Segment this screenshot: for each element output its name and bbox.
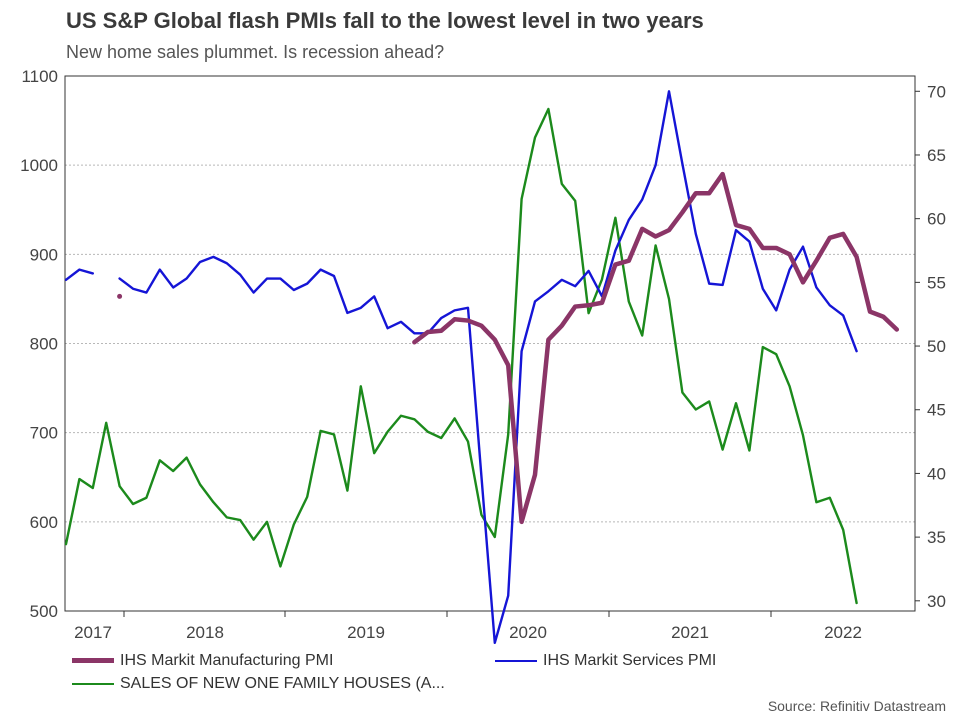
legend-swatch-manufacturing	[72, 658, 114, 664]
right-tick-label: 70	[927, 82, 946, 101]
x-tick-label: 2019	[347, 623, 385, 642]
right-tick-label: 30	[927, 592, 946, 611]
legend-label-manufacturing: IHS Markit Manufacturing PMI	[120, 652, 334, 669]
left-tick-label: 1000	[20, 156, 58, 175]
left-tick-label: 1100	[21, 67, 58, 86]
right-axis: 70 65 60 55 50 45 40 35 30	[915, 82, 946, 611]
left-tick-label: 500	[30, 602, 58, 621]
legend-item-new-home-sales: SALES OF NEW ONE FAMILY HOUSES (A...	[72, 675, 445, 693]
x-tick-label: 2021	[671, 623, 709, 642]
right-tick-label: 55	[927, 273, 946, 292]
left-tick-label: 600	[30, 513, 58, 532]
series-point	[117, 293, 123, 299]
chart-title: US S&P Global flash PMIs fall to the low…	[66, 8, 704, 33]
left-tick-label: 800	[30, 335, 58, 354]
right-tick-label: 35	[927, 528, 946, 547]
series-line	[64, 107, 858, 605]
series-line	[412, 171, 900, 525]
right-tick-label: 60	[927, 210, 946, 229]
legend-label-new-home-sales: SALES OF NEW ONE FAMILY HOUSES (A...	[120, 675, 445, 692]
legend-item-manufacturing: IHS Markit Manufacturing PMI	[72, 652, 333, 670]
legend-item-services: IHS Markit Services PMI	[495, 652, 716, 670]
plot-frame	[64, 75, 916, 612]
x-tick-label: 2018	[186, 623, 224, 642]
legend-swatch-services	[495, 659, 537, 662]
series-line	[64, 268, 95, 282]
gridlines	[65, 75, 915, 523]
right-tick-label: 40	[927, 464, 946, 483]
x-tick-label: 2017	[74, 623, 112, 642]
x-tick-label: 2022	[824, 623, 862, 642]
left-tick-label: 900	[30, 245, 58, 264]
source-note: Source: Refinitiv Datastream	[767, 698, 946, 714]
x-tick-label: 2020	[509, 623, 547, 642]
left-tick-label: 700	[30, 424, 58, 443]
chart-subtitle: New home sales plummet. Is recession ahe…	[66, 42, 445, 62]
legend-swatch-new-home-sales	[72, 682, 114, 685]
right-tick-label: 45	[927, 401, 946, 420]
series-lines	[64, 90, 900, 645]
x-axis: 2017 2018 2019 2020 2021 2022	[74, 611, 862, 642]
left-axis: 1100 1000 900 800 700 600 500	[20, 67, 58, 621]
legend-label-services: IHS Markit Services PMI	[543, 652, 717, 669]
series-line	[118, 90, 858, 645]
right-tick-label: 50	[927, 337, 946, 356]
right-tick-label: 65	[927, 146, 946, 165]
